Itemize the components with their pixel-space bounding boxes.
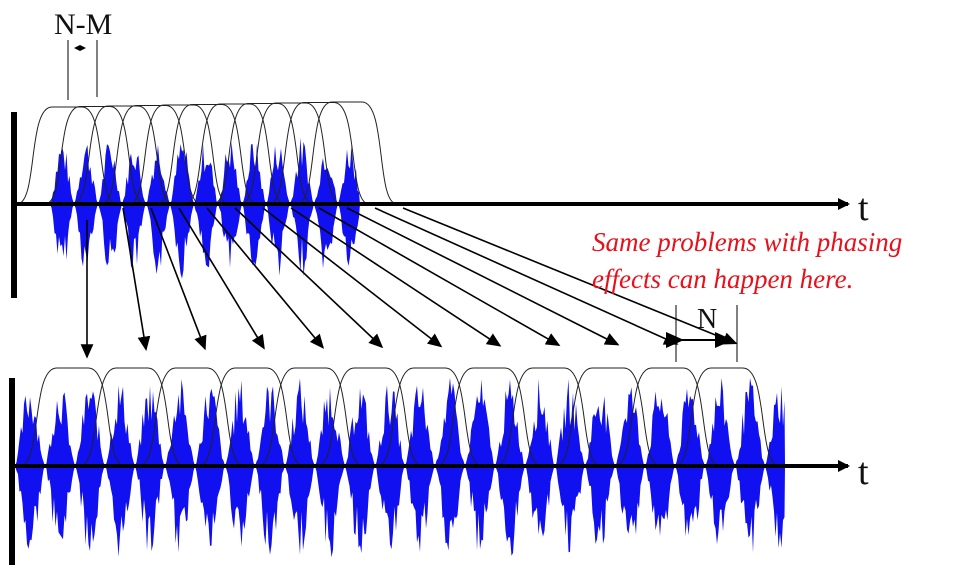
output-window — [376, 367, 483, 467]
output-window — [19, 367, 126, 467]
input-window — [156, 104, 258, 205]
frame-arrow — [262, 207, 443, 348]
input-window — [184, 103, 286, 205]
frame-arrow — [290, 207, 502, 347]
frame-arrow — [318, 207, 561, 346]
frame-arrow — [150, 207, 207, 351]
output-window — [198, 367, 304, 467]
frame-arrow — [346, 207, 620, 346]
output-window — [257, 367, 364, 467]
input-window — [268, 102, 370, 205]
input-window — [296, 101, 398, 205]
output-window — [79, 367, 185, 467]
output-window — [317, 367, 423, 467]
input-waveform — [50, 137, 360, 279]
output-window — [674, 367, 780, 467]
frame-arrow — [178, 207, 265, 350]
hop-label: N — [697, 304, 717, 335]
time-label-bottom: t — [858, 451, 869, 493]
input-window — [72, 105, 174, 205]
mapping-arrows — [80, 207, 738, 359]
overlap-double-arrow-icon — [74, 45, 86, 51]
output-window — [436, 367, 542, 467]
input-window — [16, 106, 118, 205]
note-line-1: Same problems with phasing — [592, 227, 902, 257]
time-label-top: t — [858, 187, 869, 229]
waveform-path — [50, 137, 360, 279]
output-window — [495, 367, 602, 467]
frame-arrow — [122, 207, 151, 351]
input-window — [240, 102, 342, 205]
input-windows — [16, 101, 398, 205]
input-window — [212, 103, 314, 205]
output-window — [555, 367, 661, 467]
output-window — [138, 367, 245, 467]
output-window — [614, 367, 721, 467]
frame-arrow — [234, 207, 384, 349]
input-window — [100, 105, 202, 205]
note-line-2: effects can happen here. — [592, 264, 853, 294]
input-window — [44, 106, 146, 205]
frame-arrow — [402, 207, 738, 345]
output-windows — [19, 367, 780, 467]
overlap-label: N-M — [54, 8, 112, 41]
input-window — [128, 104, 230, 205]
frame-arrow — [206, 207, 325, 349]
frame-arrow — [374, 207, 679, 345]
